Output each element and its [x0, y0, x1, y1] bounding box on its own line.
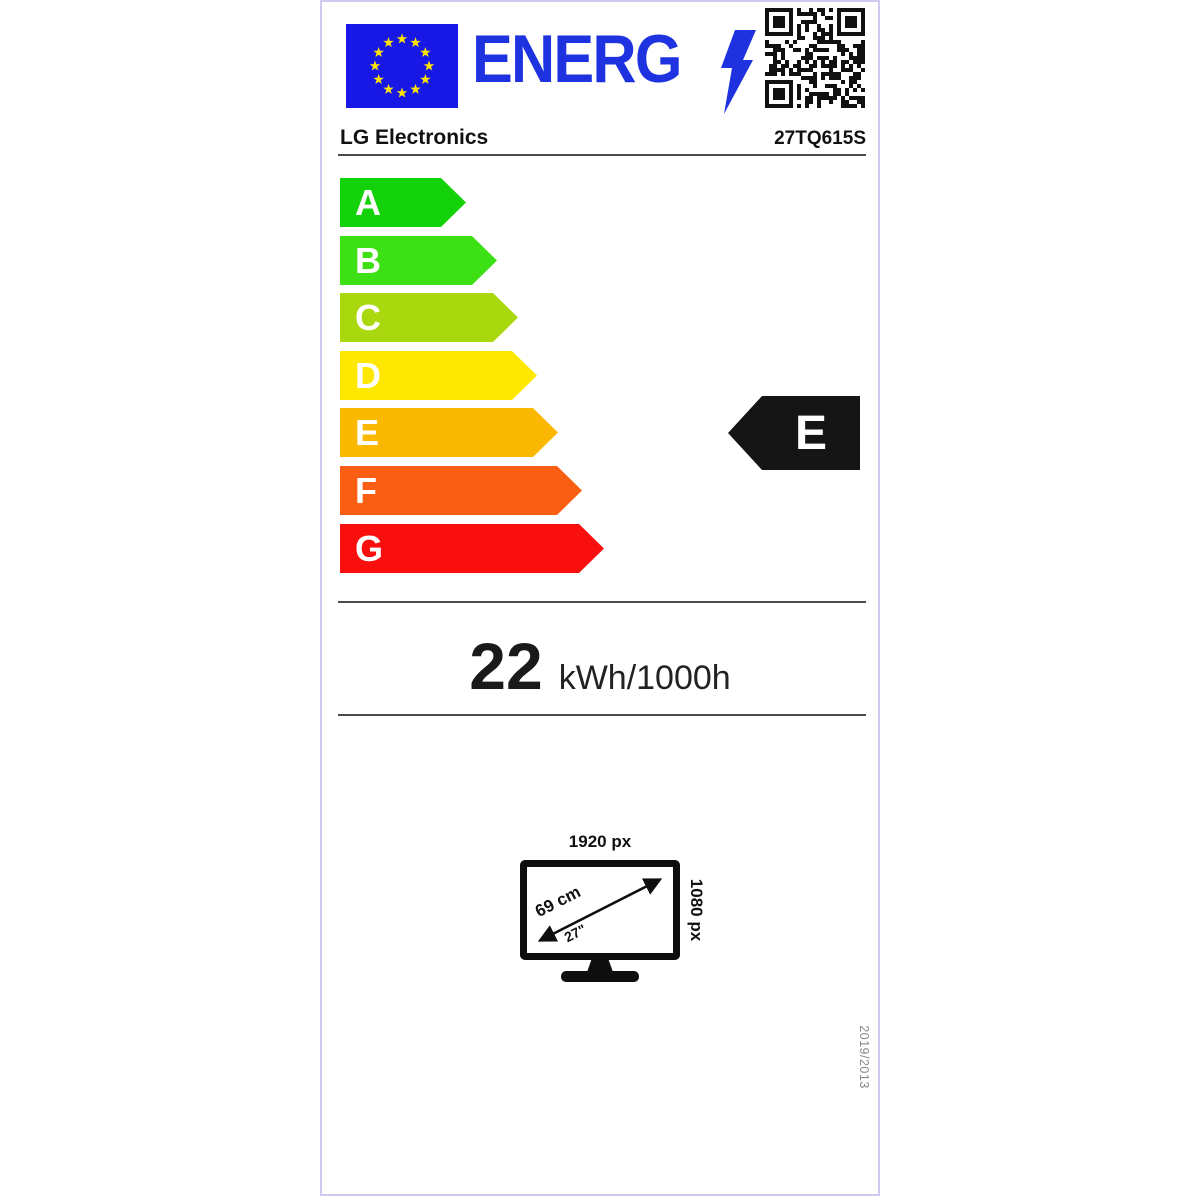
horizontal-resolution-label: 1920 px — [568, 832, 632, 851]
model-identifier: 27TQ615S — [774, 128, 866, 149]
monitor-stand-base — [561, 971, 639, 982]
energy-class-letter: A — [355, 182, 381, 223]
energy-class-arrow-e: E — [340, 408, 558, 457]
energy-class-letter: G — [355, 528, 384, 569]
divider-middle-1 — [338, 601, 866, 603]
energy-class-letter: F — [355, 470, 377, 511]
vertical-resolution-label: 1080 px — [687, 878, 707, 942]
regulation-number: 2019/2013 — [857, 1025, 871, 1089]
supplier-name: LG Electronics — [340, 126, 489, 149]
diagonal-arrow-icon — [537, 878, 663, 942]
energy-class-arrow-f: F — [340, 466, 582, 515]
energy-class-arrow-g: G — [340, 524, 604, 573]
monitor-stand-neck — [587, 959, 613, 972]
eu-flag-icon — [346, 24, 458, 108]
energy-class-letter: B — [355, 240, 381, 281]
monitor-outline — [520, 860, 680, 960]
supplier-row: LG Electronics 27TQ615S — [340, 126, 866, 152]
energy-class-arrow-a: A — [340, 178, 466, 227]
energy-class-letter: C — [355, 297, 381, 338]
divider-middle-2 — [338, 714, 866, 716]
energy-class-arrow-b: B — [340, 236, 497, 285]
energy-class-arrow-c: C — [340, 293, 518, 342]
energy-class-arrow-d: D — [340, 351, 537, 400]
rated-class-badge: E — [728, 396, 860, 470]
consumption-unit: kWh/1000h — [558, 659, 731, 697]
screen-size-diagram: 1920 px 69 cm 27" 1080 px — [472, 830, 762, 1010]
energy-consumption: 22 kWh/1000h — [322, 622, 878, 710]
energy-class-letter: D — [355, 355, 381, 396]
energ-logo-text: ENERG — [472, 21, 682, 97]
lightning-bolt-icon — [721, 30, 756, 114]
energy-class-letter: E — [355, 412, 380, 453]
consumption-value: 22 — [469, 629, 543, 703]
qr-code — [765, 8, 865, 108]
rated-class-letter: E — [794, 406, 827, 460]
divider-top — [338, 154, 866, 156]
